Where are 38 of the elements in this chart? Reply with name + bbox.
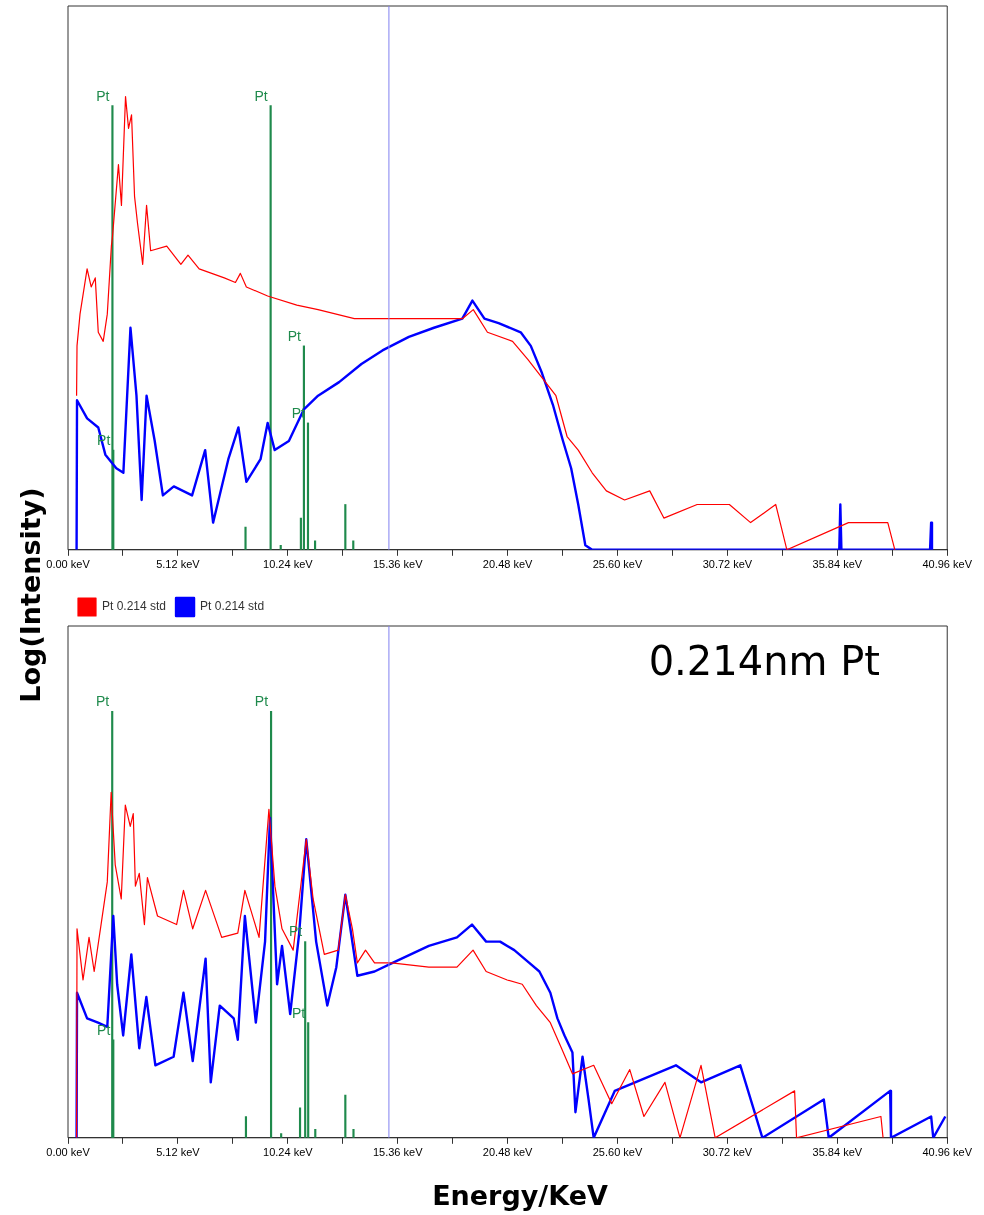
x-tick-label: 35.84 keV	[812, 1146, 863, 1159]
bar	[344, 1094, 347, 1138]
x-tick-label: 0.00 keV	[46, 1146, 91, 1159]
bar	[352, 1128, 355, 1138]
bar	[313, 540, 317, 550]
x-tick-label: 5.12 keV	[156, 558, 201, 571]
x-tick-label: 15.36 keV	[372, 1146, 424, 1159]
chart-title: 0.214nm Pt	[648, 638, 880, 684]
x-tick-label: 25.60 keV	[592, 1146, 643, 1159]
x-tick-label: 20.48 keV	[482, 1146, 534, 1159]
x-tick-label: 40.96 keV	[922, 558, 973, 571]
x-tick-label: 30.72 keV	[702, 1146, 753, 1159]
x-tick-label: 40.96 keV	[922, 1146, 973, 1159]
x-tick-label: 15.36 keV	[372, 558, 424, 571]
x-tick-label: 0.00 keV	[46, 558, 91, 571]
x-tick-label: 25.60 keV	[592, 558, 643, 571]
annotation: Pt	[287, 327, 302, 344]
annotation: Pt	[97, 1021, 111, 1038]
x-tick-label: 10.24 keV	[263, 1146, 314, 1159]
bar	[306, 422, 310, 550]
x-tick-label: 10.24 keV	[263, 558, 314, 571]
x-axis-title: Energy/KeV	[432, 1179, 608, 1211]
bar	[304, 941, 307, 1138]
legend-label: Pt 0.214 std	[200, 599, 265, 614]
x-tick-label: 30.72 keV	[702, 558, 753, 571]
annotation: Pt	[95, 693, 110, 710]
annotation: Pt	[254, 693, 269, 710]
bar	[269, 105, 272, 550]
annotation: Pt	[254, 87, 268, 104]
x-tick-label: 35.84 keV	[812, 558, 863, 571]
bar	[352, 540, 355, 550]
y-axis-title: Log(Intensity)	[14, 487, 46, 703]
x-tick-label: 5.12 keV	[156, 1146, 201, 1159]
x-tick-label: 20.48 keV	[482, 558, 534, 571]
bar	[244, 526, 247, 550]
legend-label: Pt 0.214 std	[102, 599, 167, 614]
annotation: Pt	[96, 87, 110, 104]
bar	[344, 504, 347, 550]
